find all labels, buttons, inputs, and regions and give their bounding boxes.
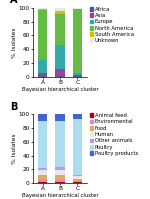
Bar [73, 175, 82, 176]
Bar [73, 75, 82, 76]
Bar [73, 76, 82, 77]
Bar [38, 170, 47, 175]
Bar [55, 114, 65, 121]
Bar [38, 121, 47, 168]
Bar [55, 45, 65, 69]
Text: B: B [10, 102, 18, 112]
Bar [73, 72, 82, 75]
Bar [73, 179, 82, 181]
Text: A: A [10, 0, 18, 5]
Bar [38, 182, 47, 183]
X-axis label: Bayesian hierarchical cluster: Bayesian hierarchical cluster [22, 87, 98, 92]
X-axis label: Bayesian hierarchical cluster: Bayesian hierarchical cluster [22, 193, 98, 198]
Bar [38, 72, 47, 76]
Bar [38, 175, 47, 179]
Bar [55, 14, 65, 45]
Bar [55, 182, 65, 183]
Y-axis label: % Isolates: % Isolates [12, 27, 17, 58]
Bar [38, 8, 47, 9]
Legend: Animal feed, Environmental, Food, Human, Other animals, Poultry, Poultry product: Animal feed, Environmental, Food, Human,… [90, 113, 138, 156]
Bar [55, 170, 65, 175]
Bar [55, 11, 65, 14]
Bar [55, 167, 65, 170]
Y-axis label: % Isolates: % Isolates [12, 134, 17, 164]
Bar [55, 121, 65, 167]
Bar [73, 9, 82, 72]
Bar [38, 9, 47, 10]
Bar [38, 168, 47, 170]
Bar [73, 182, 82, 183]
Bar [73, 114, 82, 119]
Bar [73, 176, 82, 179]
Bar [38, 60, 47, 72]
Bar [55, 8, 65, 11]
Bar [55, 175, 65, 180]
Bar [73, 181, 82, 182]
Bar [38, 76, 47, 77]
Bar [38, 10, 47, 60]
Bar [73, 119, 82, 175]
Bar [55, 69, 65, 76]
Bar [38, 179, 47, 182]
Bar [55, 76, 65, 77]
Bar [73, 8, 82, 9]
Bar [38, 114, 47, 121]
Legend: Africa, Asia, Europe, North America, South America, Unknown: Africa, Asia, Europe, North America, Sou… [90, 7, 134, 43]
Bar [55, 180, 65, 182]
